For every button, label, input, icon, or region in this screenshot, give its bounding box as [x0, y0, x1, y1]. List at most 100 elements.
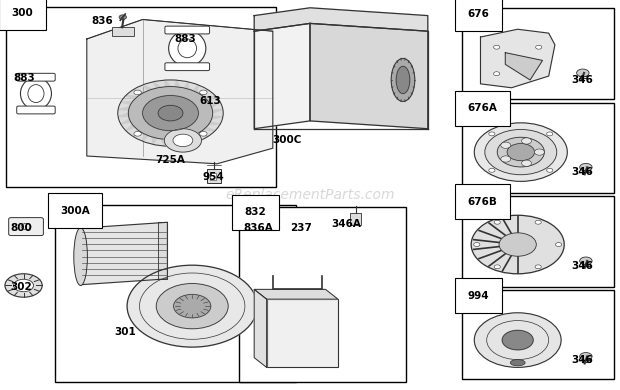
Circle shape — [143, 96, 198, 131]
Text: 237: 237 — [290, 223, 312, 233]
Ellipse shape — [74, 228, 87, 285]
Polygon shape — [210, 102, 220, 107]
Text: 836A: 836A — [244, 223, 273, 233]
FancyBboxPatch shape — [267, 299, 338, 367]
Text: 346A: 346A — [332, 219, 361, 229]
Polygon shape — [126, 96, 138, 99]
Circle shape — [499, 233, 536, 256]
Bar — [55, 205, 296, 382]
Bar — [239, 207, 406, 382]
Circle shape — [501, 156, 511, 162]
Bar — [462, 103, 614, 193]
Circle shape — [497, 137, 544, 167]
Ellipse shape — [391, 58, 415, 101]
Polygon shape — [197, 132, 208, 136]
Text: 676A: 676A — [467, 103, 497, 113]
Circle shape — [535, 265, 541, 269]
Bar — [462, 290, 614, 379]
Polygon shape — [206, 96, 215, 101]
Circle shape — [547, 168, 553, 172]
Circle shape — [14, 279, 33, 292]
Text: 883: 883 — [14, 73, 35, 83]
Polygon shape — [200, 90, 208, 97]
Circle shape — [494, 265, 500, 269]
FancyBboxPatch shape — [9, 218, 43, 236]
Circle shape — [507, 144, 534, 161]
Text: 800: 800 — [10, 223, 32, 233]
Polygon shape — [203, 127, 215, 131]
Circle shape — [501, 142, 511, 148]
Polygon shape — [180, 138, 188, 144]
Circle shape — [521, 138, 531, 144]
Circle shape — [158, 105, 183, 121]
Polygon shape — [133, 129, 141, 136]
Polygon shape — [118, 113, 128, 117]
Circle shape — [494, 220, 500, 224]
Circle shape — [535, 220, 541, 224]
Circle shape — [502, 330, 533, 350]
Text: 883: 883 — [175, 34, 197, 44]
Circle shape — [474, 243, 480, 246]
Text: 346: 346 — [572, 167, 593, 177]
Polygon shape — [143, 134, 148, 141]
Circle shape — [156, 284, 228, 329]
Text: 613: 613 — [200, 96, 221, 106]
Circle shape — [474, 123, 567, 181]
FancyBboxPatch shape — [112, 27, 134, 36]
Circle shape — [580, 163, 592, 171]
Text: 346: 346 — [572, 261, 593, 271]
Circle shape — [536, 45, 542, 49]
Text: eReplacementParts.com: eReplacementParts.com — [225, 188, 395, 202]
Circle shape — [200, 90, 207, 95]
Circle shape — [556, 243, 562, 246]
Polygon shape — [164, 80, 171, 87]
Polygon shape — [189, 136, 198, 141]
Polygon shape — [161, 139, 166, 146]
Circle shape — [127, 265, 257, 347]
FancyBboxPatch shape — [17, 73, 55, 81]
Polygon shape — [310, 23, 428, 129]
Text: 300: 300 — [12, 8, 33, 18]
Polygon shape — [170, 140, 177, 146]
Polygon shape — [118, 107, 130, 110]
Circle shape — [521, 160, 531, 167]
Polygon shape — [254, 23, 310, 129]
Circle shape — [200, 131, 207, 136]
Polygon shape — [254, 289, 338, 299]
Text: 676: 676 — [467, 9, 489, 19]
Text: 994: 994 — [467, 291, 489, 301]
Text: 836: 836 — [92, 16, 113, 27]
FancyBboxPatch shape — [165, 26, 210, 34]
Circle shape — [547, 132, 553, 136]
Circle shape — [118, 80, 223, 146]
Circle shape — [134, 131, 141, 136]
Polygon shape — [208, 122, 220, 125]
FancyBboxPatch shape — [210, 173, 216, 180]
Polygon shape — [254, 8, 428, 31]
Circle shape — [128, 87, 213, 140]
Polygon shape — [81, 222, 167, 285]
Polygon shape — [175, 80, 180, 87]
Circle shape — [119, 15, 126, 20]
Polygon shape — [480, 29, 555, 88]
Circle shape — [577, 69, 589, 77]
Polygon shape — [133, 90, 144, 94]
FancyBboxPatch shape — [17, 106, 55, 114]
Circle shape — [173, 134, 193, 147]
Ellipse shape — [20, 78, 51, 110]
Polygon shape — [121, 101, 133, 105]
Polygon shape — [152, 137, 157, 144]
Polygon shape — [126, 125, 135, 131]
Text: 346: 346 — [572, 75, 593, 85]
Ellipse shape — [396, 66, 410, 94]
Bar — [6, 7, 276, 187]
Text: 954: 954 — [203, 172, 224, 183]
Polygon shape — [213, 109, 223, 113]
Circle shape — [489, 132, 495, 136]
Ellipse shape — [510, 360, 525, 366]
Text: 725A: 725A — [155, 155, 185, 165]
Circle shape — [261, 216, 270, 221]
Circle shape — [494, 45, 500, 49]
Polygon shape — [87, 20, 273, 164]
Polygon shape — [153, 82, 161, 88]
